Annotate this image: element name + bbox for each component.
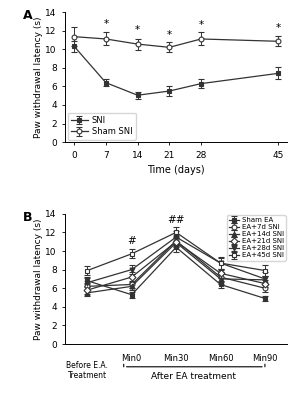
Text: Min90: Min90 [252, 354, 278, 364]
Text: ##: ## [167, 215, 185, 225]
Text: *: * [276, 23, 281, 33]
Text: *: * [199, 20, 204, 30]
Legend: SNI, Sham SNI: SNI, Sham SNI [67, 112, 136, 140]
X-axis label: Time (days): Time (days) [147, 165, 205, 175]
Text: #: # [127, 236, 136, 246]
Y-axis label: Paw withdrawal latency (s): Paw withdrawal latency (s) [33, 16, 43, 138]
Text: *: * [103, 19, 108, 29]
Legend: Sham EA, EA+7d SNI, EA+14d SNI, EA+21d SNI, EA+28d SNI, EA+45d SNI: Sham EA, EA+7d SNI, EA+14d SNI, EA+21d S… [227, 215, 286, 260]
Text: A: A [23, 9, 33, 22]
Text: Min0: Min0 [122, 354, 142, 364]
Y-axis label: Paw withdrawal latency (s): Paw withdrawal latency (s) [33, 218, 43, 340]
Text: *: * [167, 30, 172, 40]
Text: Min60: Min60 [208, 354, 233, 364]
Text: B: B [23, 211, 33, 224]
Text: Before E.A.
Treatment: Before E.A. Treatment [66, 361, 108, 380]
Text: *: * [135, 25, 140, 35]
Text: After EA treatment: After EA treatment [151, 372, 237, 381]
Text: Min30: Min30 [163, 354, 189, 364]
